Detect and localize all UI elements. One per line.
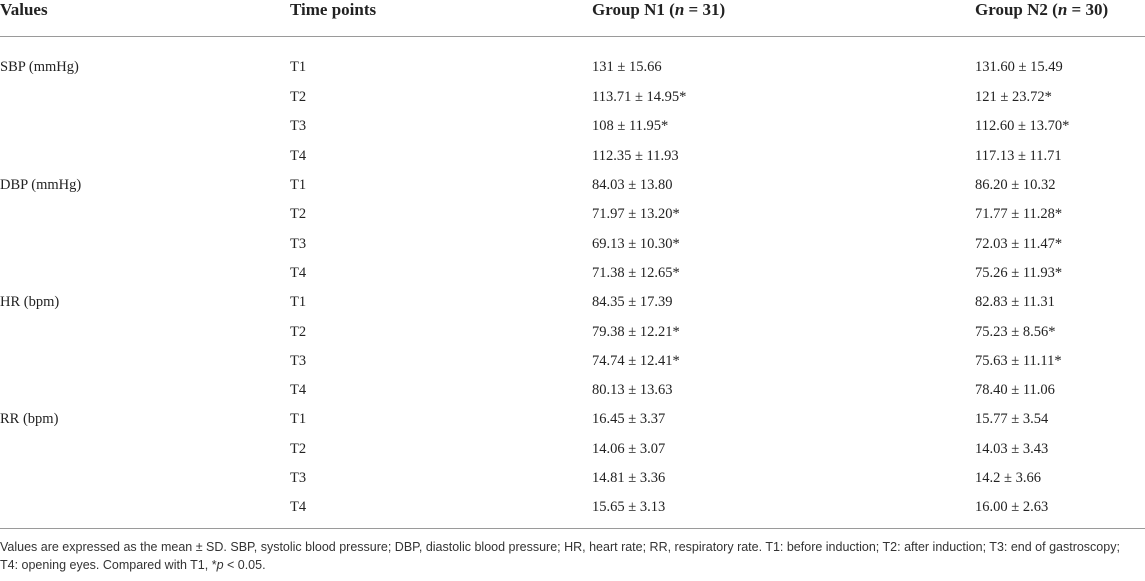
cell-group-n2: 112.60 ± 13.70* xyxy=(975,118,1070,135)
header-group-n1-prefix: Group N1 ( xyxy=(592,0,675,19)
cell-variable: RR (bpm) xyxy=(0,411,59,428)
cell-group-n2: 117.13 ± 11.71 xyxy=(975,147,1062,164)
footnote-p-symbol: p xyxy=(216,558,224,573)
cell-group-n1: 80.13 ± 13.63 xyxy=(592,382,673,399)
header-group-n1: Group N1 (n = 31) xyxy=(592,0,975,37)
cell-group-n1: 113.71 ± 14.95* xyxy=(592,89,687,106)
table-row: T2 71.97 ± 13.20* 71.77 ± 11.28* xyxy=(0,200,1145,229)
vital-signs-table: Values Time points Group N1 (n = 31) Gro… xyxy=(0,0,1145,530)
cell-variable xyxy=(0,435,290,464)
cell-group-n1: 112.35 ± 11.93 xyxy=(592,147,679,164)
cell-variable xyxy=(0,200,290,229)
table-row: T3 108 ± 11.95* 112.60 ± 13.70* xyxy=(0,112,1145,141)
cell-time-point: T4 xyxy=(290,264,307,281)
cell-group-n1: 79.38 ± 12.21* xyxy=(592,323,680,340)
cell-group-n2: 131.60 ± 15.49 xyxy=(975,58,1063,75)
cell-time-point: T1 xyxy=(290,411,307,428)
table-body: SBP (mmHg) T1 131 ± 15.66 131.60 ± 15.49 T2 1… xyxy=(0,37,1145,530)
cell-time-point: T4 xyxy=(290,493,592,530)
cell-time-point: T3 xyxy=(290,470,307,486)
table-row: T2 79.38 ± 12.21* 75.23 ± 8.56* xyxy=(0,317,1145,346)
cell-group-n2: 14.03 ± 3.43 xyxy=(975,440,1049,457)
cell-group-n2: 121 ± 23.72* xyxy=(975,89,1052,106)
cell-variable xyxy=(0,259,290,288)
cell-time-point: T1 xyxy=(290,177,307,194)
cell-time-point: T1 xyxy=(290,294,307,311)
table-footnote: Values are expressed as the mean ± SD. S… xyxy=(0,529,1140,574)
cell-time-point: T2 xyxy=(290,323,307,340)
cell-group-n1: 108 ± 11.95* xyxy=(592,118,669,135)
cell-group-n1: 71.38 ± 12.65* xyxy=(592,264,680,281)
cell-variable xyxy=(0,464,290,493)
cell-group-n2: 78.40 ± 11.06 xyxy=(975,382,1055,399)
cell-group-n2: 75.63 ± 11.11* xyxy=(975,352,1062,369)
cell-group-n2: 14.2 ± 3.66 xyxy=(975,470,1041,486)
cell-group-n2: 86.20 ± 10.32 xyxy=(975,177,1056,194)
table-row: T4 71.38 ± 12.65* 75.26 ± 11.93* xyxy=(0,259,1145,288)
cell-variable xyxy=(0,376,290,405)
cell-group-n1: 14.81 ± 3.36 xyxy=(592,470,666,486)
cell-group-n2: 15.77 ± 3.54 xyxy=(975,411,1049,428)
cell-variable xyxy=(0,317,290,346)
cell-group-n2: 75.23 ± 8.56* xyxy=(975,323,1056,340)
cell-group-n1: 15.65 ± 3.13 xyxy=(592,493,975,530)
header-group-n2-suffix: = 30) xyxy=(1067,0,1109,19)
cell-variable xyxy=(0,83,290,112)
cell-group-n1: 84.03 ± 13.80 xyxy=(592,177,673,194)
cell-group-n2: 71.77 ± 11.28* xyxy=(975,206,1063,223)
cell-group-n1: 14.06 ± 3.07 xyxy=(592,440,666,457)
cell-variable: HR (bpm) xyxy=(0,294,60,311)
cell-variable xyxy=(0,229,290,258)
cell-group-n2: 16.00 ± 2.63 xyxy=(975,493,1145,530)
cell-time-point: T3 xyxy=(290,118,307,135)
table-row: HR (bpm) T1 84.35 ± 17.39 82.83 ± 11.31 xyxy=(0,288,1145,317)
table-row: T2 14.06 ± 3.07 14.03 ± 3.43 xyxy=(0,435,1145,464)
cell-time-point: T2 xyxy=(290,440,307,457)
header-group-n1-suffix: = 31) xyxy=(684,0,726,19)
table-row: T4 80.13 ± 13.63 78.40 ± 11.06 xyxy=(0,376,1145,405)
table-row: T4 112.35 ± 11.93 117.13 ± 11.71 xyxy=(0,142,1145,171)
table-row: T2 113.71 ± 14.95* 121 ± 23.72* xyxy=(0,83,1145,112)
cell-group-n2: 82.83 ± 11.31 xyxy=(975,294,1055,311)
header-values: Values xyxy=(0,0,290,37)
cell-time-point: T3 xyxy=(290,352,307,369)
table-row: RR (bpm) T1 16.45 ± 3.37 15.77 ± 3.54 xyxy=(0,405,1145,434)
cell-group-n1: 71.97 ± 13.20* xyxy=(592,206,680,223)
cell-variable xyxy=(0,347,290,376)
cell-time-point: T2 xyxy=(290,206,307,223)
header-group-n1-n: n xyxy=(674,0,685,19)
cell-group-n1: 131 ± 15.66 xyxy=(592,58,662,75)
cell-time-point: T4 xyxy=(290,147,307,164)
cell-variable xyxy=(0,493,290,530)
footnote-main: Values are expressed as the mean ± SD. S… xyxy=(0,540,1120,573)
table-row: T4 15.65 ± 3.13 16.00 ± 2.63 xyxy=(0,493,1145,530)
cell-group-n1: 74.74 ± 12.41* xyxy=(592,352,680,369)
cell-time-point: T4 xyxy=(290,382,307,399)
table-header: Values Time points Group N1 (n = 31) Gro… xyxy=(0,0,1145,37)
footnote-tail: < 0.05. xyxy=(223,558,266,573)
cell-time-point: T2 xyxy=(290,89,307,106)
table-row: T3 69.13 ± 10.30* 72.03 ± 11.47* xyxy=(0,229,1145,258)
table-row: SBP (mmHg) T1 131 ± 15.66 131.60 ± 15.49 xyxy=(0,37,1145,84)
header-group-n2: Group N2 (n = 30) xyxy=(975,0,1145,37)
cell-group-n1: 69.13 ± 10.30* xyxy=(592,235,680,252)
cell-group-n2: 72.03 ± 11.47* xyxy=(975,235,1063,252)
cell-group-n2: 75.26 ± 11.93* xyxy=(975,264,1063,281)
cell-time-point: T1 xyxy=(290,58,307,75)
cell-group-n1: 84.35 ± 17.39 xyxy=(592,294,673,311)
cell-variable xyxy=(0,112,290,141)
cell-time-point: T3 xyxy=(290,235,307,252)
table-row: DBP (mmHg) T1 84.03 ± 13.80 86.20 ± 10.32 xyxy=(0,171,1145,200)
cell-variable xyxy=(0,142,290,171)
cell-group-n1: 16.45 ± 3.37 xyxy=(592,411,666,428)
header-time-points: Time points xyxy=(290,0,592,37)
table-row: T3 14.81 ± 3.36 14.2 ± 3.66 xyxy=(0,464,1145,493)
header-group-n2-n: n xyxy=(1057,0,1068,19)
cell-variable: DBP (mmHg) xyxy=(0,177,82,194)
header-group-n2-prefix: Group N2 ( xyxy=(975,0,1058,19)
header-row: Values Time points Group N1 (n = 31) Gro… xyxy=(0,0,1145,37)
cell-variable: SBP (mmHg) xyxy=(0,58,79,75)
table-row: T3 74.74 ± 12.41* 75.63 ± 11.11* xyxy=(0,347,1145,376)
